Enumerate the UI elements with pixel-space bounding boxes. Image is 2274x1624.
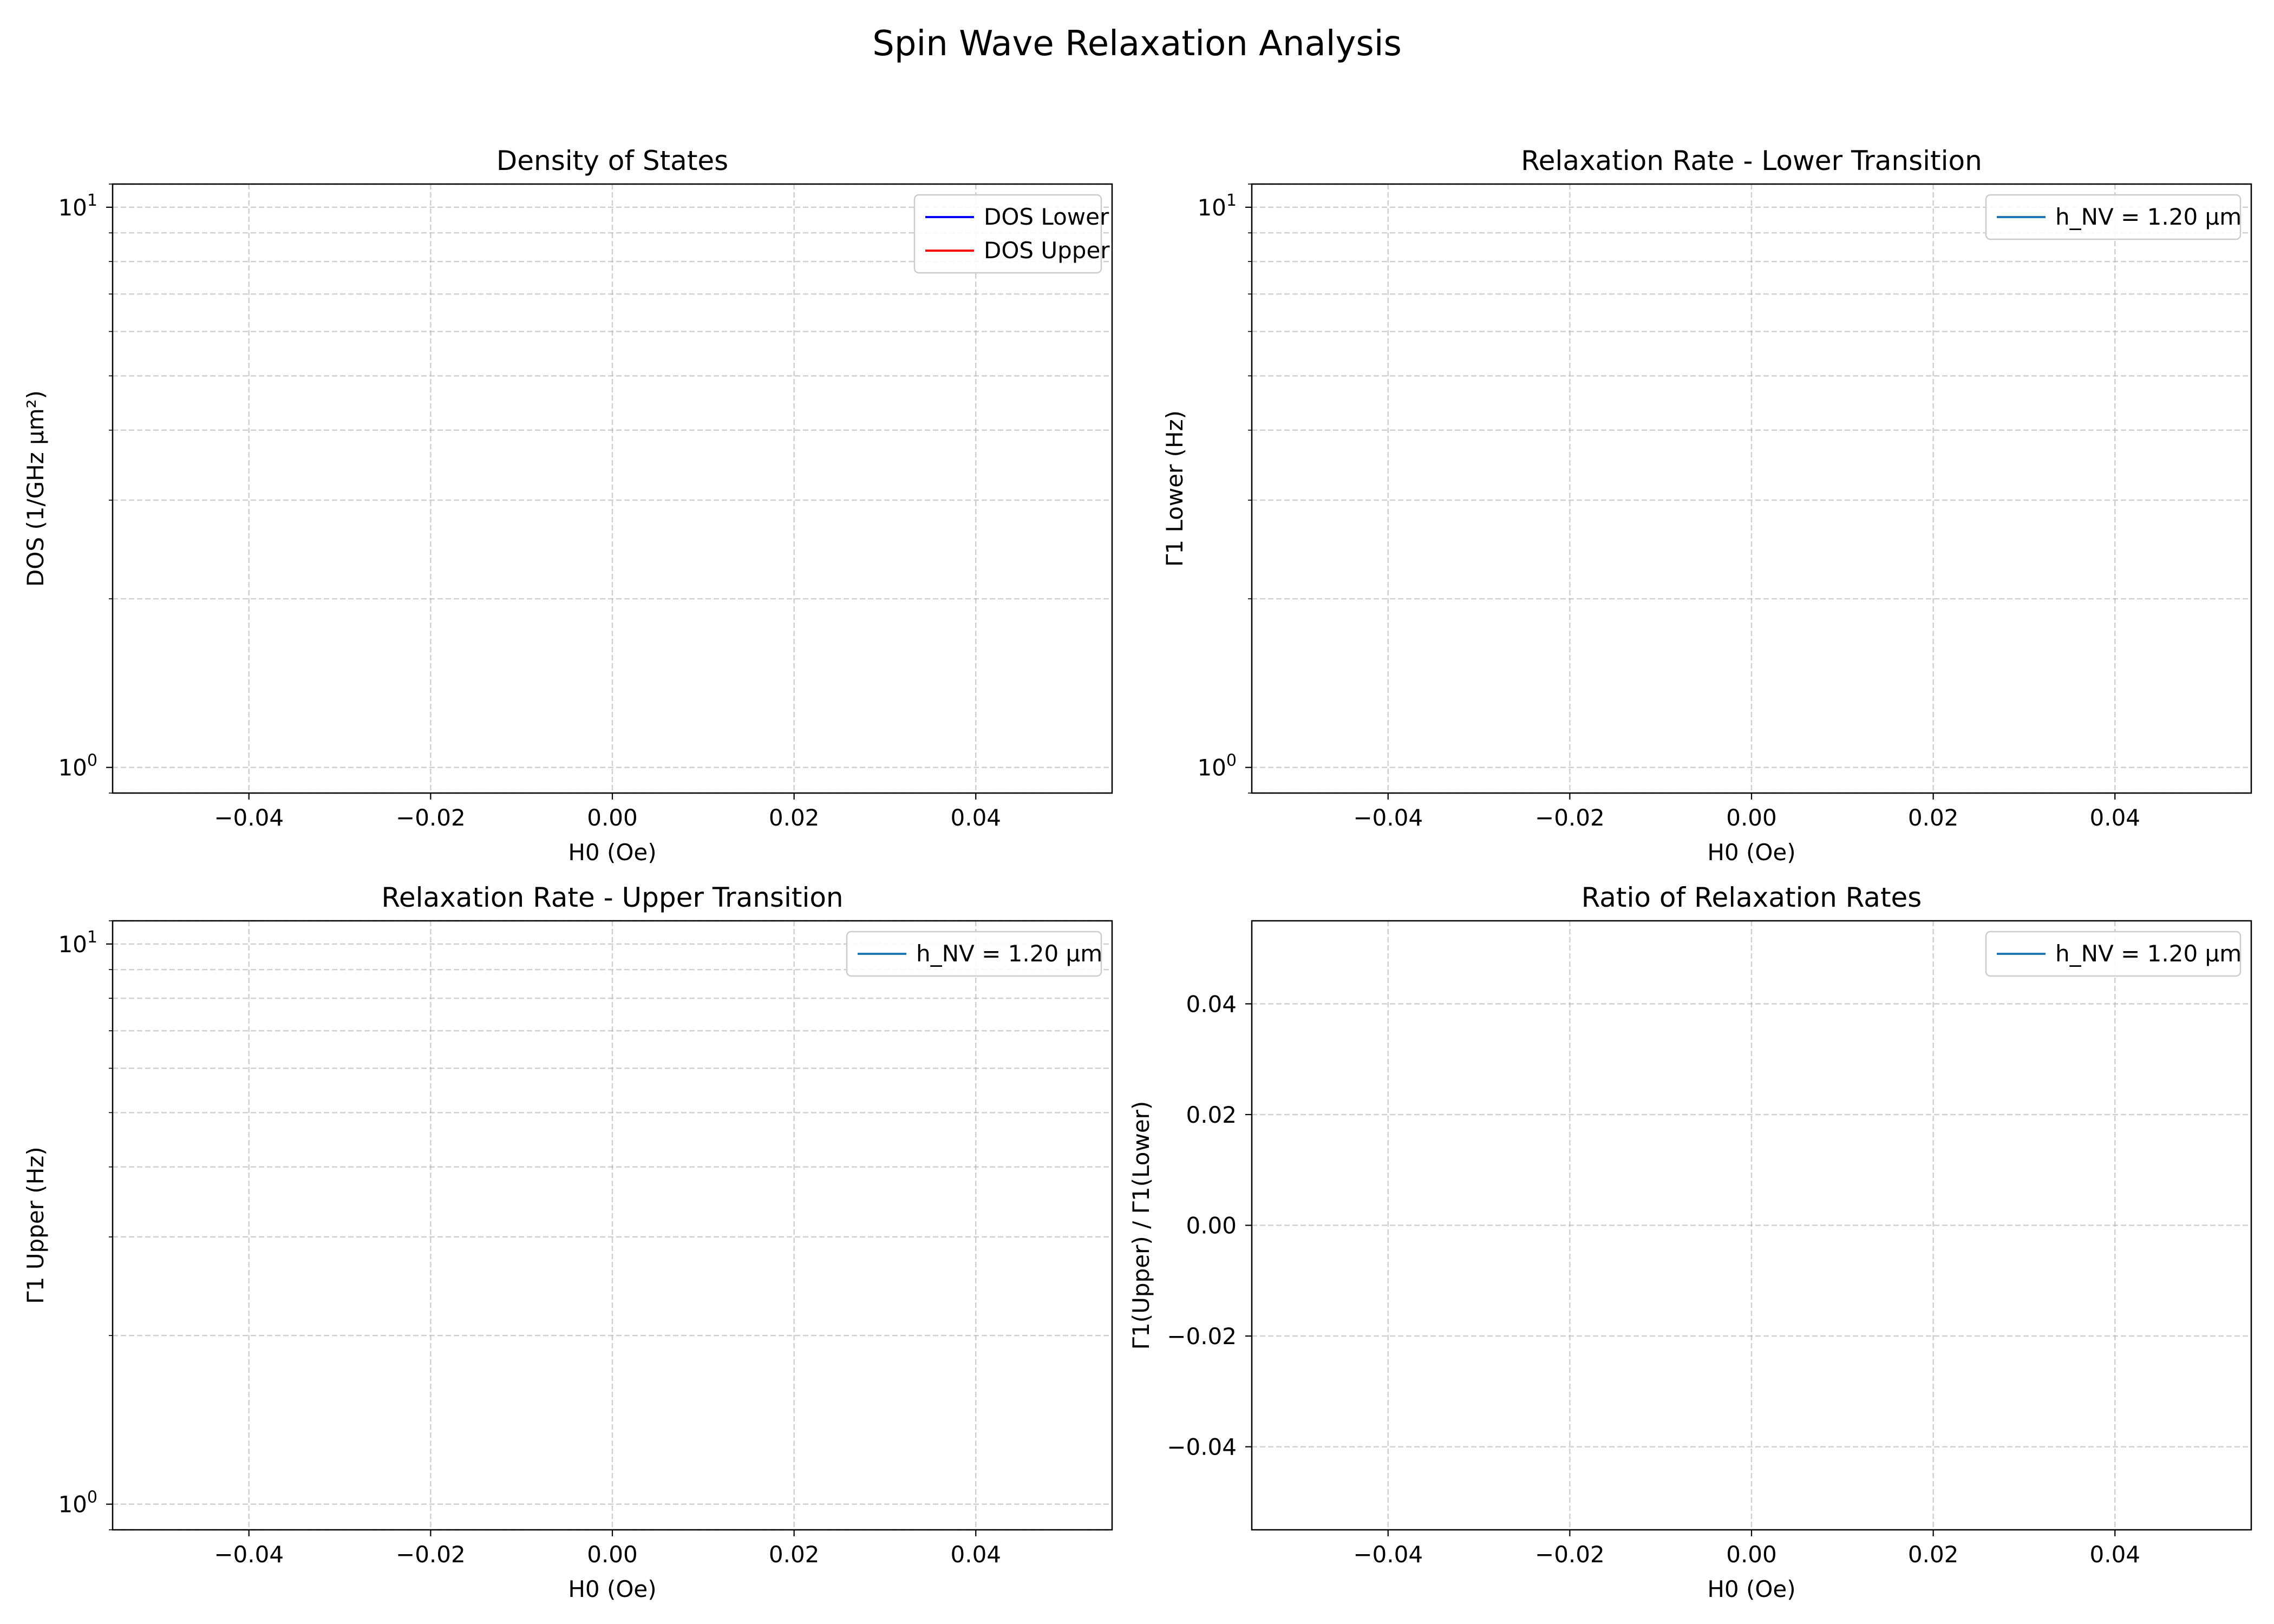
x-tick-label: −0.02 — [1535, 804, 1605, 831]
y-axis-label: Γ1 Upper (Hz) — [22, 1147, 49, 1304]
x-axis-label: H0 (Oe) — [1707, 839, 1795, 866]
legend-label: h_NV = 1.20 μm — [916, 940, 1102, 967]
x-tick-label: 0.02 — [1908, 1541, 1959, 1568]
legend-frame — [1985, 194, 2242, 240]
x-tick-label: 0.04 — [951, 1541, 1002, 1568]
y-tick-label: −0.04 — [1167, 1434, 1237, 1461]
legend: h_NV = 1.20 μm — [1985, 931, 2242, 977]
axes-frame — [1251, 920, 2252, 1531]
y-axis-label: Γ1(Upper) / Γ1(Lower) — [1128, 1101, 1154, 1350]
subplot-title: Density of States — [496, 145, 728, 176]
x-tick-label: 0.00 — [1726, 804, 1777, 831]
x-tick-label: −0.04 — [214, 804, 284, 831]
subplot-4: −0.04 −0.02 0.00 0.02 0.04 −0.04 −0.02 0.00 0.02… — [1128, 882, 2252, 1602]
x-tick-label: −0.04 — [1353, 1541, 1423, 1568]
subplot-title: Relaxation Rate - Upper Transition — [381, 882, 843, 913]
x-tick-label: −0.04 — [214, 1541, 284, 1568]
y-tick-label: 0.00 — [1186, 1213, 1237, 1239]
axes-frame — [1251, 183, 2252, 794]
y-axis-label: DOS (1/GHz μm²) — [22, 390, 49, 587]
x-tick-label: 0.00 — [587, 804, 638, 831]
x-tick-label: −0.02 — [396, 804, 466, 831]
x-tick-label: −0.02 — [1535, 1541, 1605, 1568]
x-tick-label: 0.02 — [769, 1541, 820, 1568]
x-tick-label: 0.04 — [2090, 804, 2141, 831]
y-tick-label: 101 — [58, 191, 97, 221]
x-axis-label: H0 (Oe) — [568, 1576, 656, 1602]
legend-frame — [913, 194, 1102, 274]
x-tick-label: 0.02 — [769, 804, 820, 831]
figure-title: Spin Wave Relaxation Analysis — [872, 24, 1402, 64]
legend: DOS Lower DOS Upper — [913, 194, 1110, 274]
legend-frame — [846, 931, 1102, 977]
subplot-title: Ratio of Relaxation Rates — [1582, 882, 1922, 913]
x-tick-label: −0.04 — [1353, 804, 1423, 831]
x-tick-label: 0.00 — [1726, 1541, 1777, 1568]
y-tick-label: 0.04 — [1186, 991, 1237, 1017]
legend: h_NV = 1.20 μm — [846, 931, 1102, 977]
x-tick-label: 0.02 — [1908, 804, 1959, 831]
x-axis-label: H0 (Oe) — [1707, 1576, 1795, 1602]
x-axis-label: H0 (Oe) — [568, 839, 656, 866]
x-tick-label: 0.04 — [2090, 1541, 2141, 1568]
legend: h_NV = 1.20 μm — [1985, 194, 2242, 240]
x-tick-label: −0.02 — [396, 1541, 466, 1568]
legend-label: DOS Lower — [984, 204, 1109, 230]
x-tick-label: 0.04 — [951, 804, 1002, 831]
legend-label: DOS Upper — [984, 237, 1110, 264]
subplot-title: Relaxation Rate - Lower Transition — [1521, 145, 1982, 176]
legend-frame — [1985, 931, 2242, 977]
x-tick-label: 0.00 — [587, 1541, 638, 1568]
y-tick-label: 0.02 — [1186, 1102, 1237, 1128]
y-axis-label: Γ1 Lower (Hz) — [1161, 410, 1188, 567]
y-tick-label: −0.02 — [1167, 1323, 1237, 1350]
legend-label: h_NV = 1.20 μm — [2055, 204, 2242, 230]
axes-frame — [112, 183, 1113, 794]
legend-label: h_NV = 1.20 μm — [2055, 940, 2242, 967]
grid-lines — [1252, 921, 2251, 1530]
axes-frame — [112, 920, 1113, 1531]
